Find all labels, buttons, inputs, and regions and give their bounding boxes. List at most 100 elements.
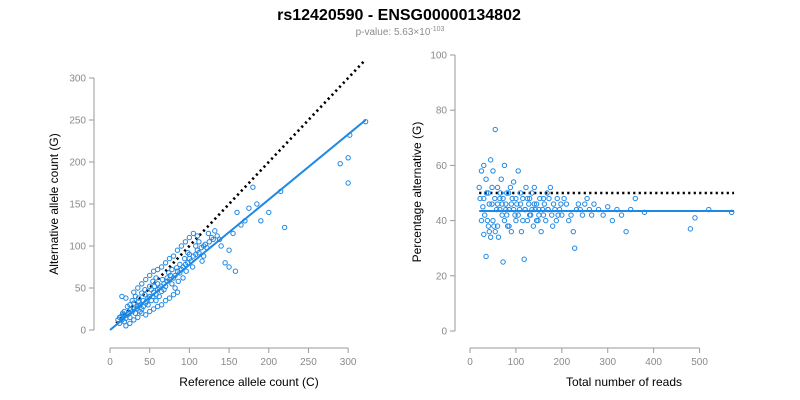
data-point [154,266,161,273]
data-point [174,247,181,253]
data-point [546,195,552,202]
data-point [563,201,570,207]
data-point [162,260,169,266]
y-tick-label: 150 [69,200,86,211]
x-tick-label: 400 [645,357,662,368]
data-point [156,293,162,300]
data-point [175,278,181,284]
data-point [127,320,133,326]
data-point [609,217,616,224]
data-point [194,233,201,239]
data-point [484,217,491,224]
data-point [131,317,137,323]
data-point [541,201,548,207]
data-point [258,218,264,224]
data-point [206,239,212,245]
y-tick-label: 0 [441,327,447,338]
data-point [540,195,547,202]
data-point [575,201,582,207]
data-point [518,228,525,235]
y-axis-title: Alternative allele count (G) [47,133,61,274]
data-point [531,201,537,207]
data-point [226,264,232,270]
data-point [478,217,485,224]
x-tick-label: 0 [467,357,473,368]
data-point [508,228,515,235]
data-point [132,310,139,316]
data-point [159,276,166,283]
data-point [568,212,574,218]
data-point [135,298,142,305]
data-point [345,180,351,186]
data-point [234,209,240,216]
data-point [173,265,180,271]
data-point [166,295,173,301]
data-point [497,190,504,196]
data-point [180,275,186,281]
data-point [230,230,236,237]
data-point [508,201,515,207]
data-point [570,228,577,235]
data-point [250,184,256,190]
data-point [524,195,531,202]
data-point [531,184,537,191]
data-point [503,201,509,207]
data-point [584,195,590,202]
x-tick-label: 100 [181,357,198,368]
data-point [254,201,260,207]
data-point [182,239,189,245]
data-point [605,204,611,210]
data-point [547,184,554,191]
data-point [499,212,505,218]
data-point [526,212,533,218]
data-point [530,223,537,229]
data-point [487,234,494,240]
data-point [538,228,544,235]
data-point [517,190,524,196]
data-point [142,286,148,293]
data-point [555,212,561,218]
data-point [497,195,503,202]
x-tick-label: 200 [553,357,570,368]
data-point [486,201,492,207]
data-point [523,184,529,191]
data-point [566,217,572,224]
data-point [146,308,153,315]
data-point [515,168,521,174]
data-point [124,303,131,310]
data-point [524,217,531,224]
data-point [504,190,510,196]
data-point [490,217,496,224]
fit-line [109,119,367,331]
data-point [183,268,189,274]
data-point [591,201,597,207]
data-point [172,285,178,291]
x-tick-label: 100 [508,357,525,368]
x-tick-label: 500 [691,357,708,368]
data-point [161,286,167,293]
data-point [549,223,556,229]
x-tick-label: 50 [144,357,156,368]
data-point [146,272,153,279]
data-point [481,231,487,238]
data-point [623,228,629,235]
data-point [135,295,142,301]
data-point [131,300,137,306]
data-point [510,179,517,185]
data-point [158,264,165,270]
data-point [246,205,252,211]
data-point [476,184,482,191]
data-point [135,314,141,321]
data-point [492,228,498,235]
data-point [154,281,161,287]
data-point [222,260,228,266]
right-panel: 0 20 40 60 80 100 0 100 200 300 400 500 Total number… [410,51,735,389]
data-point [489,201,495,207]
y-tick-label: 20 [436,271,448,282]
data-point [504,212,510,218]
data-point [120,312,126,318]
data-point [481,212,488,218]
data-point [571,245,578,251]
data-point [521,256,527,262]
